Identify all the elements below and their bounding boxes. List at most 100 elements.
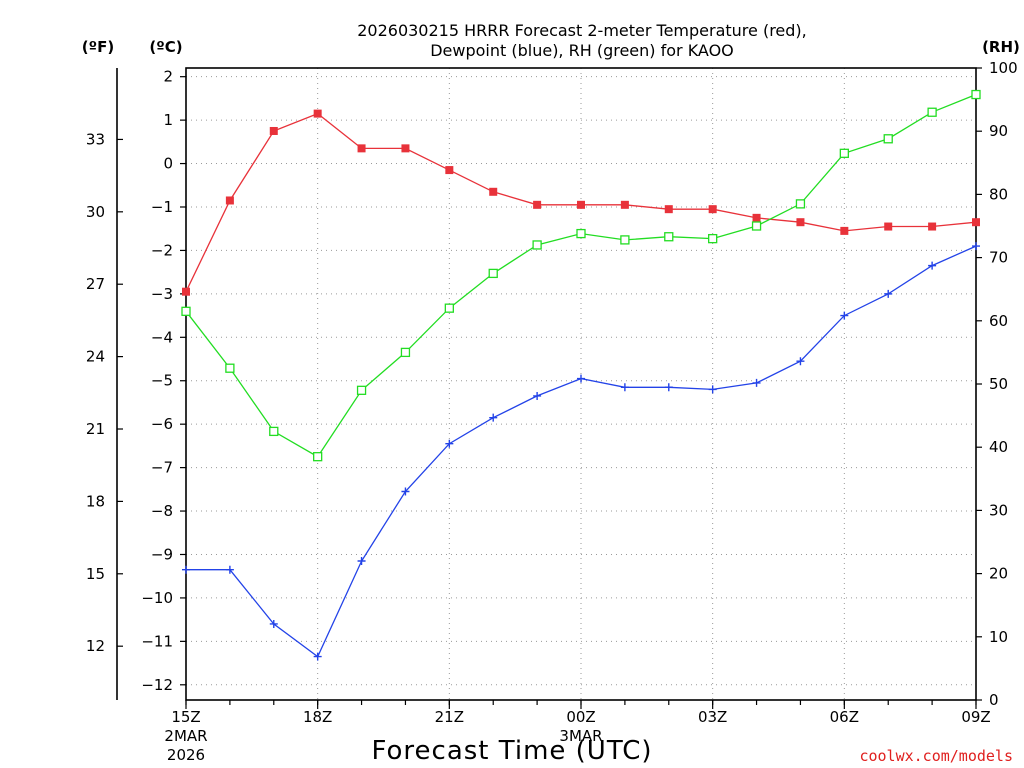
- chart-title-line-1: 2026030215 HRRR Forecast 2-meter Tempera…: [357, 21, 807, 40]
- rh-tick-label: 70: [989, 249, 1008, 267]
- temperature-point: [577, 200, 585, 209]
- rh-tick-label: 20: [989, 565, 1008, 583]
- rh-point: [751, 221, 762, 231]
- temperature-point: [928, 222, 937, 231]
- rh-point: [532, 240, 542, 250]
- fahrenheit-axis-ticks: 33 30 27 24 21 18 15 12: [86, 130, 123, 655]
- dewpoint-point: [972, 242, 980, 251]
- rh-point: [444, 303, 454, 313]
- temperature-point: [664, 205, 673, 214]
- temperature-point: [225, 196, 234, 205]
- temperature-point: [533, 200, 542, 209]
- rh-point: [839, 148, 849, 158]
- dewpoint-point: [533, 391, 542, 400]
- celsius-tick-label: −1: [151, 198, 173, 216]
- fahrenheit-tick-label: 24: [86, 348, 105, 366]
- temperature-point: [489, 187, 498, 196]
- time-tick-label: 18Z: [303, 708, 332, 726]
- celsius-tick-label: −6: [151, 415, 173, 433]
- celsius-tick-label: −11: [141, 632, 173, 650]
- chart-title-line-2: Dewpoint (blue), RH (green) for KAOO: [430, 41, 734, 60]
- celsius-unit-label: (ºC): [149, 38, 182, 56]
- rh-tick-label: 90: [989, 122, 1008, 140]
- dewpoint-point: [401, 487, 410, 496]
- dewpoint-point: [620, 383, 629, 392]
- celsius-tick-label: 1: [163, 111, 173, 129]
- data-series: [181, 89, 981, 661]
- rh-point: [708, 233, 718, 244]
- rh-point: [795, 199, 806, 209]
- x-axis-label: Forecast Time (UTC): [371, 736, 652, 766]
- rh-tick-label: 50: [989, 375, 1008, 393]
- rh-point: [313, 452, 323, 462]
- time-tick-label: 15Z: [171, 708, 200, 726]
- celsius-tick-label: −9: [151, 545, 173, 563]
- rh-unit-label: (RH): [982, 38, 1020, 56]
- year-tick-label: 2026: [167, 746, 205, 764]
- temperature-point: [445, 166, 454, 175]
- rh-point: [269, 426, 279, 437]
- credit-link[interactable]: coolwx.com/models: [859, 747, 1013, 765]
- celsius-tick-label: −12: [141, 676, 173, 694]
- temperature-point: [269, 126, 278, 135]
- date-tick-label: 3MAR: [559, 727, 602, 745]
- fahrenheit-tick-label: 27: [86, 275, 105, 293]
- rh-tick-label: 100: [989, 59, 1018, 77]
- dewpoint-point: [445, 439, 454, 448]
- dewpoint-point: [357, 557, 366, 566]
- celsius-tick-label: −5: [151, 372, 173, 390]
- temperature-point: [840, 226, 849, 235]
- rh-point: [400, 347, 411, 358]
- celsius-tick-label: 2: [163, 68, 173, 86]
- rh-point: [971, 89, 981, 100]
- temperature-point: [357, 144, 366, 153]
- dewpoint-point: [269, 619, 278, 628]
- celsius-tick-label: 0: [163, 155, 173, 173]
- fahrenheit-tick-label: 21: [86, 420, 105, 438]
- time-tick-label: 09Z: [961, 708, 990, 726]
- time-tick-label: 06Z: [830, 708, 859, 726]
- rh-point: [225, 363, 235, 373]
- dewpoint-point: [884, 289, 893, 298]
- fahrenheit-tick-label: 15: [86, 565, 105, 583]
- celsius-tick-label: −8: [151, 502, 173, 520]
- dewpoint-point: [225, 565, 234, 574]
- fahrenheit-tick-label: 18: [86, 492, 105, 510]
- time-tick-label: 03Z: [698, 708, 727, 726]
- dewpoint-line: [186, 245, 977, 658]
- temperature-point: [182, 287, 190, 296]
- fahrenheit-tick-label: 30: [86, 203, 105, 221]
- dewpoint-point: [664, 383, 673, 392]
- time-tick-label: 21Z: [435, 708, 464, 726]
- rh-tick-label: 80: [989, 185, 1008, 203]
- temperature-point: [620, 200, 629, 209]
- dewpoint-point: [182, 565, 190, 574]
- celsius-axis-ticks: 2 1 0 −1 −2 −3 −4 −5 −6 −7 −8 −9 −10 −11 −12: [141, 68, 186, 694]
- fahrenheit-unit-label: (ºF): [82, 38, 114, 56]
- rh-tick-label: 10: [989, 628, 1008, 646]
- celsius-tick-label: −7: [151, 459, 173, 477]
- rh-point: [488, 268, 498, 279]
- celsius-tick-label: −3: [151, 285, 173, 303]
- dewpoint-point: [752, 378, 761, 387]
- date-tick-label: 2MAR: [164, 727, 207, 745]
- rh-point: [883, 134, 893, 144]
- dewpoint-point: [796, 357, 805, 366]
- fahrenheit-tick-label: 33: [86, 130, 105, 148]
- rh-tick-label: 40: [989, 438, 1008, 456]
- time-tick-label: 00Z: [566, 708, 595, 726]
- grid-lines: [185, 68, 977, 700]
- celsius-tick-label: −4: [151, 328, 173, 346]
- dewpoint-point: [708, 385, 717, 394]
- temperature-point: [313, 109, 322, 118]
- temperature-point: [708, 205, 717, 214]
- temperature-point: [884, 222, 893, 231]
- rh-tick-label: 60: [989, 312, 1008, 330]
- rh-tick-label: 0: [989, 691, 999, 709]
- rh-point: [181, 306, 191, 316]
- rh-point: [927, 107, 937, 117]
- celsius-tick-label: −2: [151, 241, 173, 259]
